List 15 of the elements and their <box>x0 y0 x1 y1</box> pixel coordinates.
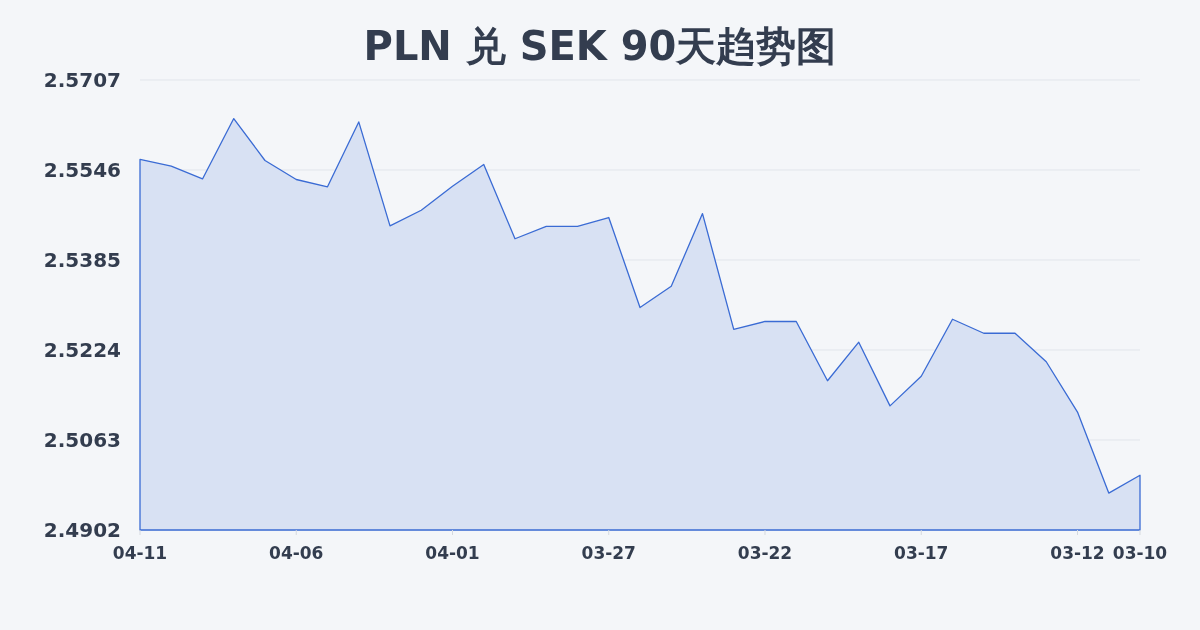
x-tick-label: 04-01 <box>425 543 480 563</box>
y-tick-label: 2.4902 <box>43 518 121 542</box>
y-tick-label: 2.5063 <box>43 428 121 452</box>
y-tick-label: 2.5385 <box>43 248 121 272</box>
y-tick-label: 2.5546 <box>43 158 121 182</box>
y-tick-label: 2.5707 <box>43 68 121 92</box>
x-tick-label: 03-12 <box>1050 543 1105 563</box>
chart-title: PLN 兑 SEK 90天趋势图 <box>363 23 837 69</box>
x-tick-label: 03-27 <box>581 543 636 563</box>
y-tick-label: 2.5224 <box>43 338 121 362</box>
x-tick-label: 04-11 <box>112 543 168 563</box>
x-tick-label: 03-10 <box>1112 543 1168 563</box>
x-tick-label: 03-22 <box>737 543 793 563</box>
x-tick-label: 03-17 <box>894 543 949 563</box>
x-tick-label: 04-06 <box>269 543 324 563</box>
